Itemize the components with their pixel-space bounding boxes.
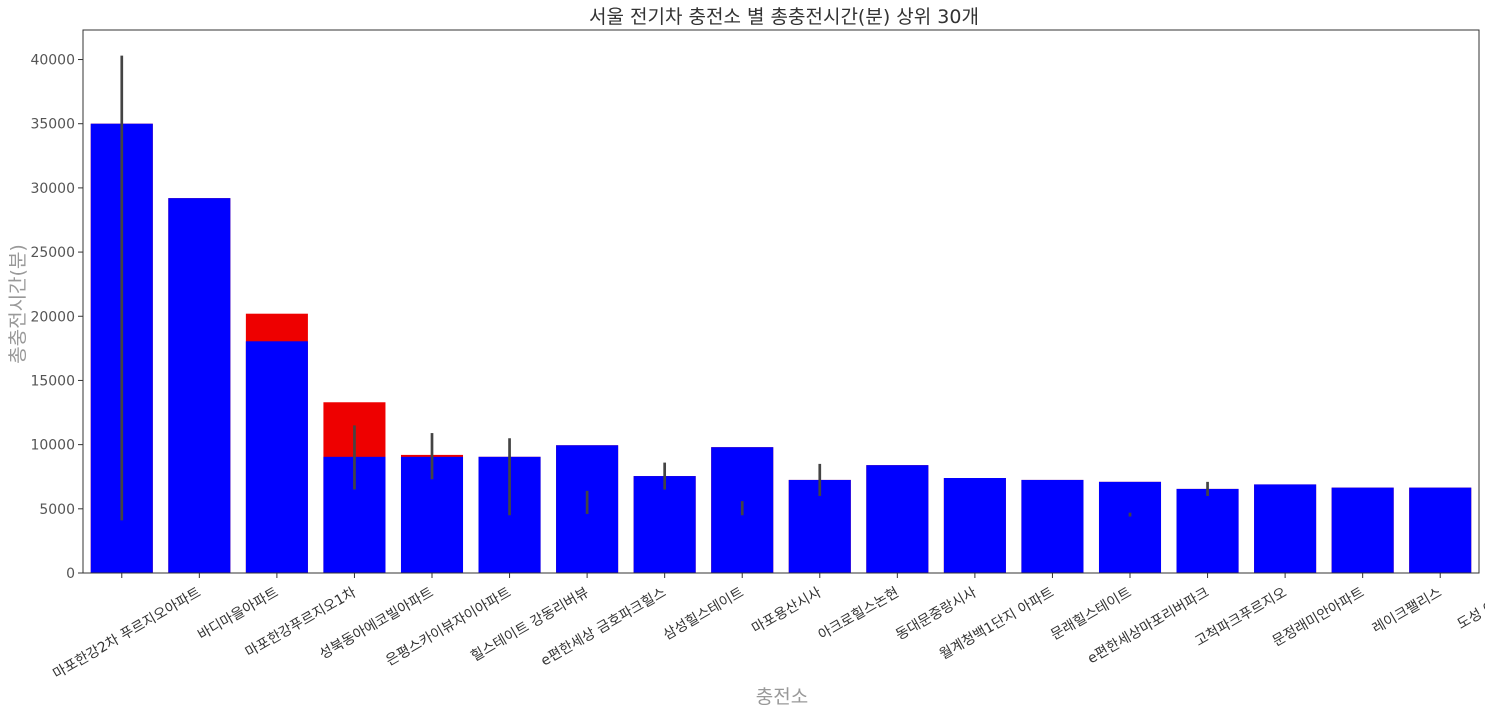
bar-s1-7: [633, 476, 696, 573]
y-axis-label: 총충전시간(분): [7, 244, 29, 364]
y-tick-label-10000: 10000: [30, 438, 75, 454]
x-tick-label-7: 삼성힐스테이트: [661, 585, 747, 644]
x-tick-label-4: 은평스카이뷰자이아파트: [383, 585, 514, 670]
x-tick-label-16: 레이크팰리스: [1370, 585, 1445, 638]
bar-s1-11: [943, 478, 1006, 573]
x-axis-label: 충전소: [756, 686, 808, 708]
x-tick-label-6: e편한세상 금호파크힐스: [538, 585, 669, 670]
y-tick-label-40000: 40000: [30, 53, 75, 69]
bar-s1-2: [245, 341, 308, 573]
y-tick-label-30000: 30000: [30, 181, 75, 197]
bar-s1-15: [1254, 484, 1317, 573]
plot-frame: [82, 29, 1480, 574]
y-tick-label-0: 0: [66, 566, 75, 582]
bar-s1-13: [1098, 481, 1162, 573]
bar-s1-16: [1331, 487, 1394, 573]
y-tick-label-15000: 15000: [30, 373, 75, 389]
bar-s1-12: [1021, 479, 1084, 573]
y-tick-label-20000: 20000: [30, 309, 75, 325]
x-tick-label-9: 아크로힐스논현: [816, 585, 902, 644]
x-tick-label-8: 마포용산시사: [749, 585, 824, 638]
plot-area: 0 5000 10000 15000 20000 25000 30000 35000 40000…: [30, 29, 1485, 683]
bar-s1-17: [1409, 487, 1472, 573]
bar-s1-14: [1176, 488, 1239, 573]
chart-title: 서울 전기차 충전소 별 총충전시간(분) 상위 30개: [589, 6, 979, 28]
y-tick-label-5000: 5000: [39, 502, 75, 518]
y-tick-label-35000: 35000: [30, 117, 75, 133]
bar-s1-10: [866, 465, 929, 573]
y-tick-label-25000: 25000: [30, 245, 75, 261]
bar-s1-1: [168, 198, 231, 573]
x-tick-label-17: 도성 아파트: [1455, 585, 1485, 633]
x-tick-label-0: 마포한강2차 푸르지오아파트: [50, 585, 204, 683]
